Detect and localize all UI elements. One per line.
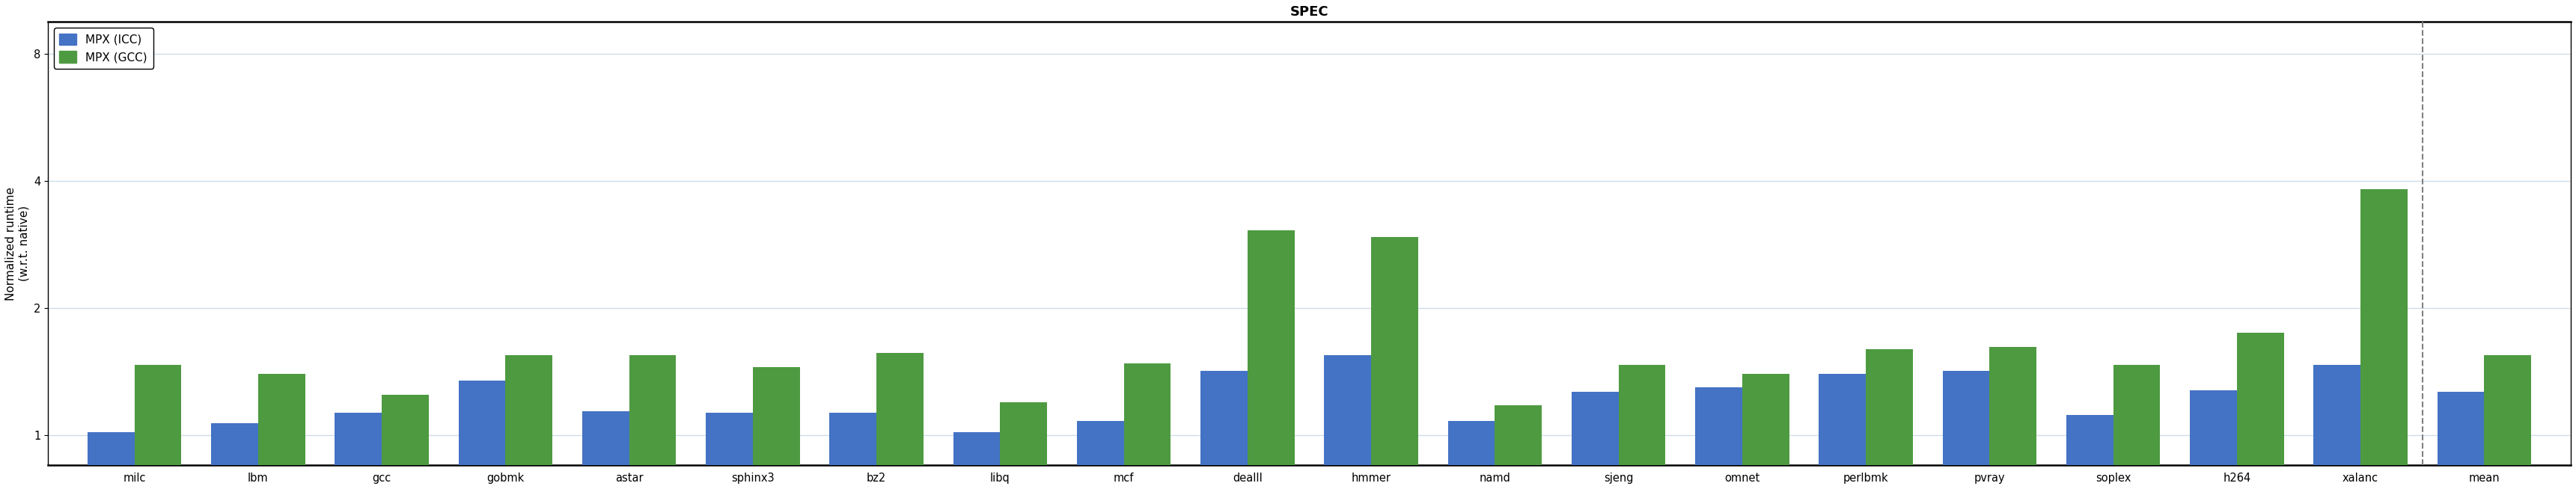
Bar	[1571, 392, 1618, 489]
Bar	[1324, 355, 1370, 489]
Legend: MPX (ICC), MPX (GCC): MPX (ICC), MPX (GCC)	[54, 27, 152, 68]
Bar	[2360, 189, 2409, 489]
Bar	[2483, 355, 2532, 489]
Bar	[953, 432, 999, 489]
Bar	[1695, 387, 1741, 489]
Bar	[1077, 422, 1123, 489]
Bar	[134, 365, 180, 489]
Bar	[2190, 390, 2236, 489]
Bar	[2313, 365, 2360, 489]
Bar	[505, 355, 551, 489]
Bar	[211, 423, 258, 489]
Bar	[1448, 422, 1494, 489]
Bar	[258, 374, 304, 489]
Bar	[1819, 374, 1865, 489]
Bar	[381, 395, 428, 489]
Bar	[999, 402, 1048, 489]
Bar	[706, 413, 752, 489]
Bar	[2236, 333, 2285, 489]
Bar	[1370, 237, 1419, 489]
Bar	[629, 355, 675, 489]
Bar	[1200, 371, 1247, 489]
Bar	[2112, 365, 2161, 489]
Bar	[1618, 365, 1667, 489]
Bar	[752, 367, 799, 489]
Bar	[1494, 405, 1543, 489]
Bar	[1123, 363, 1172, 489]
Title: SPEC: SPEC	[1291, 5, 1329, 19]
Bar	[2437, 392, 2483, 489]
Bar	[1942, 371, 1989, 489]
Bar	[335, 413, 381, 489]
Bar	[1247, 231, 1296, 489]
Bar	[582, 411, 629, 489]
Bar	[459, 380, 505, 489]
Bar	[2066, 415, 2112, 489]
Bar	[829, 413, 876, 489]
Bar	[1989, 347, 2038, 489]
Y-axis label: Normalized runtime
(w.r.t. native): Normalized runtime (w.r.t. native)	[5, 187, 28, 300]
Bar	[1741, 374, 1790, 489]
Bar	[1865, 349, 1914, 489]
Bar	[876, 353, 922, 489]
Bar	[88, 432, 134, 489]
